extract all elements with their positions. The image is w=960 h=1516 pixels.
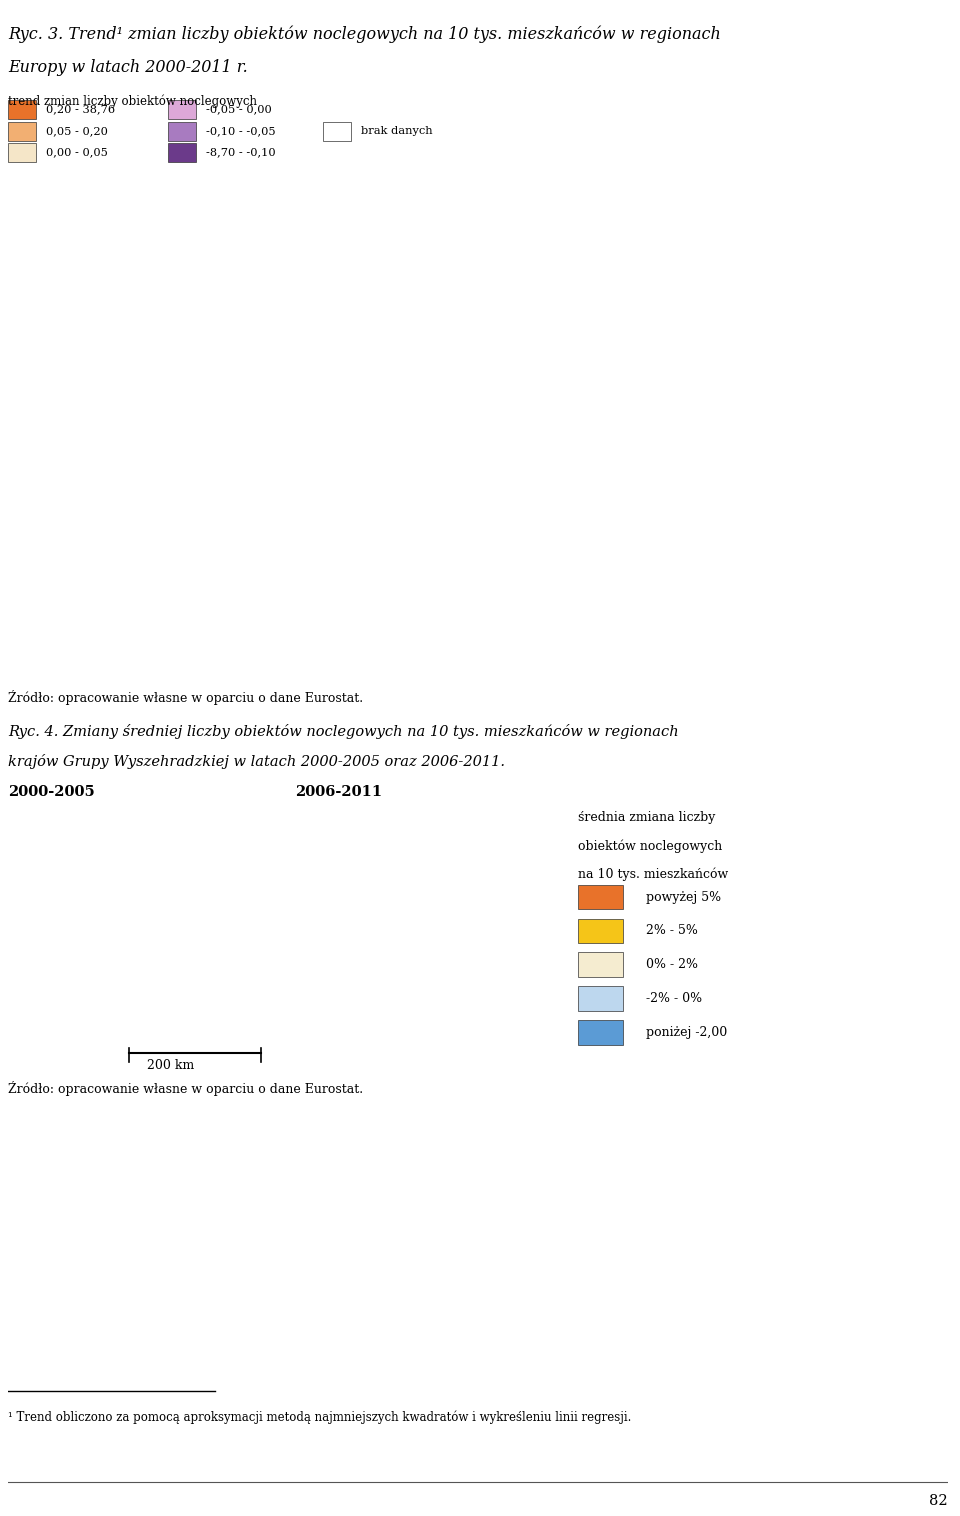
Text: obiektów noclegowych: obiektów noclegowych	[578, 840, 722, 852]
Text: 2000-2005: 2000-2005	[8, 785, 95, 799]
Text: Europy w latach 2000-2011 r.: Europy w latach 2000-2011 r.	[8, 59, 248, 76]
Text: 0,00 - 0,05: 0,00 - 0,05	[45, 147, 108, 158]
Bar	[578, 985, 623, 1011]
Bar	[168, 121, 196, 141]
Bar	[8, 100, 36, 118]
Text: 0,05 - 0,20: 0,05 - 0,20	[45, 126, 108, 136]
Text: Ryc. 3. Trend¹ zmian liczby obiektów noclegowych na 10 tys. mieszkańców w region: Ryc. 3. Trend¹ zmian liczby obiektów noc…	[8, 26, 721, 42]
Text: ¹ Trend obliczono za pomocą aproksymacji metodą najmniejszych kwadratów i wykreś: ¹ Trend obliczono za pomocą aproksymacji…	[8, 1410, 632, 1424]
Text: 0% - 2%: 0% - 2%	[645, 958, 698, 972]
Text: -0,05 - 0,00: -0,05 - 0,00	[205, 105, 272, 114]
Text: -8,70 - -0,10: -8,70 - -0,10	[205, 147, 276, 158]
Text: -0,10 - -0,05: -0,10 - -0,05	[205, 126, 276, 136]
Bar	[8, 143, 36, 162]
Text: krajów Grupy Wyszehradzkiej w latach 2000-2005 oraz 2006-2011.: krajów Grupy Wyszehradzkiej w latach 200…	[8, 753, 505, 769]
Bar	[8, 121, 36, 141]
Bar	[578, 885, 623, 910]
Text: Ryc. 4. Zmiany średniej liczby obiektów noclegowych na 10 tys. mieszkańców w reg: Ryc. 4. Zmiany średniej liczby obiektów …	[8, 725, 679, 738]
Text: trend zmian liczby obiektów noclegowych: trend zmian liczby obiektów noclegowych	[8, 96, 257, 109]
Text: brak danych: brak danych	[361, 126, 432, 136]
Bar	[578, 1020, 623, 1045]
Bar	[323, 121, 350, 141]
Text: Źródło: opracowanie własne w oparciu o dane Eurostat.: Źródło: opracowanie własne w oparciu o d…	[8, 690, 363, 705]
Text: poniżej -2,00: poniżej -2,00	[645, 1026, 727, 1038]
Bar	[578, 952, 623, 976]
Text: 200 km: 200 km	[147, 1058, 194, 1072]
Bar	[168, 143, 196, 162]
Text: 2% - 5%: 2% - 5%	[645, 925, 697, 937]
Text: 82: 82	[929, 1493, 948, 1508]
Text: -2% - 0%: -2% - 0%	[645, 991, 702, 1005]
Text: 0,20 - 38,76: 0,20 - 38,76	[45, 105, 114, 114]
Bar	[578, 919, 623, 943]
Text: Źródło: opracowanie własne w oparciu o dane Eurostat.: Źródło: opracowanie własne w oparciu o d…	[8, 1081, 363, 1096]
Text: 2006-2011: 2006-2011	[295, 785, 382, 799]
Bar	[168, 100, 196, 118]
Text: średnia zmiana liczby: średnia zmiana liczby	[578, 811, 715, 823]
Text: powyżej 5%: powyżej 5%	[645, 890, 721, 904]
Text: na 10 tys. mieszkańców: na 10 tys. mieszkańców	[578, 867, 729, 881]
